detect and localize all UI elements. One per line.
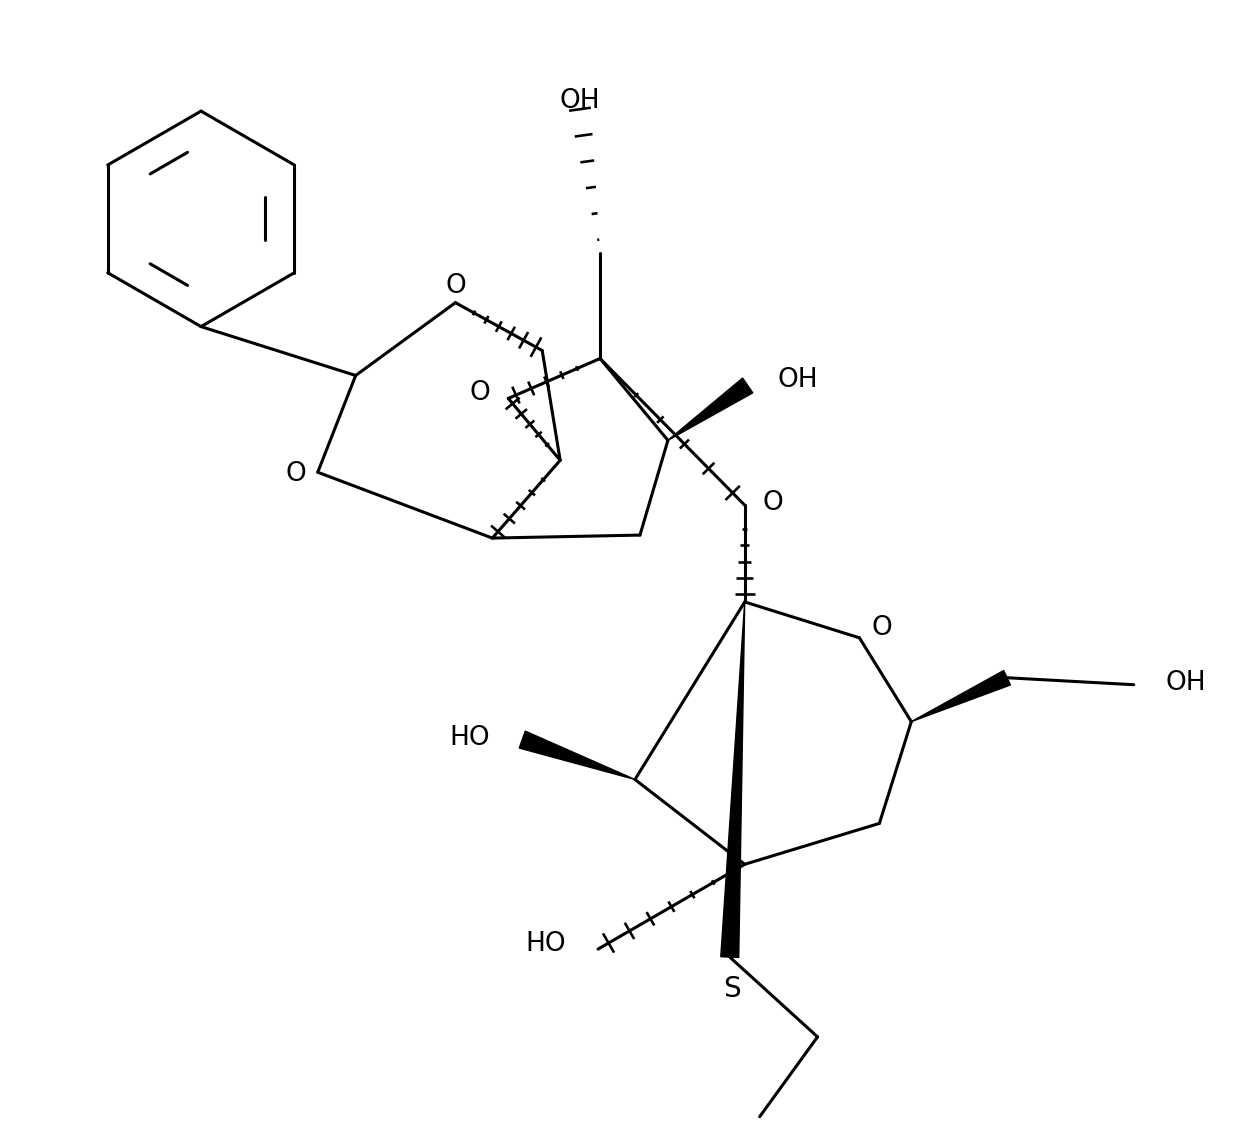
- Text: HO: HO: [525, 931, 566, 958]
- Text: OH: OH: [560, 88, 600, 114]
- Text: OH: OH: [777, 367, 818, 394]
- Polygon shape: [912, 670, 1010, 722]
- Polygon shape: [721, 602, 745, 958]
- Polygon shape: [668, 378, 752, 440]
- Text: O: O: [872, 614, 892, 641]
- Text: O: O: [470, 381, 490, 406]
- Text: O: O: [762, 490, 784, 516]
- Text: OH: OH: [1166, 669, 1206, 696]
- Polygon shape: [519, 731, 636, 779]
- Text: HO: HO: [450, 724, 490, 750]
- Text: O: O: [285, 461, 306, 487]
- Text: O: O: [445, 272, 466, 299]
- Text: S: S: [723, 975, 741, 1003]
